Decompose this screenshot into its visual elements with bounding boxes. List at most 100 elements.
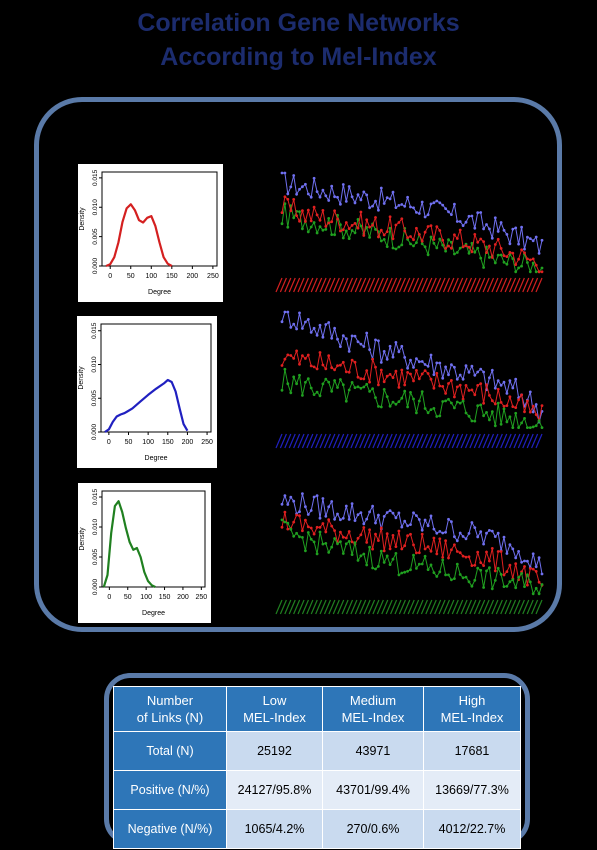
network-point	[479, 256, 483, 260]
gene-label-mark	[394, 277, 402, 293]
network-point	[496, 379, 500, 383]
network-point	[324, 225, 328, 228]
network-point	[426, 372, 430, 375]
network-point	[432, 238, 436, 241]
gene-label-mark	[293, 599, 301, 615]
network-point	[499, 253, 503, 257]
network-point	[523, 585, 526, 588]
network-point	[292, 174, 296, 177]
network-point	[523, 559, 526, 563]
gene-label-mark	[473, 277, 481, 293]
network-point	[324, 194, 328, 198]
network-point	[444, 530, 447, 534]
x-tick-label: 150	[166, 273, 178, 280]
network-point	[432, 373, 436, 376]
network-point	[417, 551, 421, 555]
network-point	[423, 554, 427, 558]
network-point	[394, 206, 398, 209]
network-point	[327, 354, 331, 358]
network-point	[441, 203, 445, 207]
network-point	[540, 270, 544, 274]
gene-label-mark	[341, 433, 349, 449]
network-point	[350, 540, 354, 544]
network-series-line	[281, 195, 542, 273]
network-point	[382, 202, 386, 205]
network-point	[403, 389, 407, 393]
gene-label-mark	[429, 599, 437, 615]
network-point	[394, 516, 398, 520]
network-point	[417, 562, 421, 566]
network-point	[534, 263, 538, 267]
network-point	[450, 578, 453, 582]
network-point	[374, 228, 377, 231]
network-point	[412, 366, 415, 369]
network-point	[479, 568, 483, 572]
network-point	[455, 562, 459, 566]
network-point	[406, 236, 409, 239]
network-point	[420, 239, 424, 243]
network-point	[534, 235, 538, 239]
network-point	[327, 518, 331, 522]
network-point	[336, 195, 339, 199]
gene-label-mark	[323, 599, 332, 615]
network-point	[528, 567, 532, 570]
gene-label-mark	[438, 433, 446, 449]
gene-label-mark	[372, 277, 380, 293]
network-point	[362, 377, 366, 381]
network-point	[400, 571, 404, 575]
network-point	[315, 333, 319, 337]
network-point	[280, 502, 284, 506]
network-point	[379, 361, 383, 364]
network-point	[400, 217, 404, 221]
network-point	[347, 227, 351, 230]
density-curve	[104, 378, 189, 433]
network-point	[377, 339, 380, 343]
network-point	[289, 326, 293, 329]
table-row: Positive (N/%) 24127/95.8% 43701/99.4% 1…	[113, 770, 521, 810]
network-point	[409, 391, 412, 394]
network-point	[444, 399, 447, 403]
network-point	[453, 543, 456, 547]
network-point	[339, 229, 342, 233]
title-line-1: Correlation Gene Networks	[137, 9, 460, 37]
network-point	[333, 517, 336, 521]
network-point	[496, 253, 500, 257]
network-point	[312, 326, 316, 330]
network-point	[388, 563, 392, 566]
network-plot-high	[268, 482, 550, 622]
network-point	[409, 568, 412, 572]
gene-label-mark	[429, 277, 437, 293]
network-point	[455, 550, 459, 553]
network-point	[301, 394, 304, 397]
network-point	[295, 531, 298, 535]
gene-label-mark	[350, 599, 358, 615]
gene-label-mark	[495, 599, 503, 615]
network-point	[482, 401, 485, 405]
network-point	[344, 504, 348, 508]
network-point	[511, 426, 515, 429]
network-point	[426, 568, 430, 571]
network-point	[365, 369, 369, 372]
network-point	[374, 521, 377, 525]
network-point	[447, 397, 450, 401]
y-tick-label: 0.000	[92, 578, 99, 595]
network-point	[394, 247, 398, 251]
network-point	[432, 527, 436, 531]
gene-label-mark	[310, 599, 318, 615]
network-point	[403, 519, 407, 523]
network-point	[441, 376, 445, 380]
network-point	[429, 235, 433, 239]
network-point	[339, 378, 342, 381]
network-point	[502, 535, 506, 539]
network-point	[438, 537, 442, 541]
network-point	[371, 357, 374, 361]
network-point	[289, 209, 293, 213]
network-point	[306, 513, 310, 516]
network-point	[490, 410, 494, 414]
network-point	[350, 553, 354, 556]
network-point	[292, 198, 296, 201]
network-point	[435, 361, 439, 365]
gene-label-mark	[412, 599, 420, 615]
network-point	[537, 419, 541, 423]
network-point	[394, 402, 398, 406]
